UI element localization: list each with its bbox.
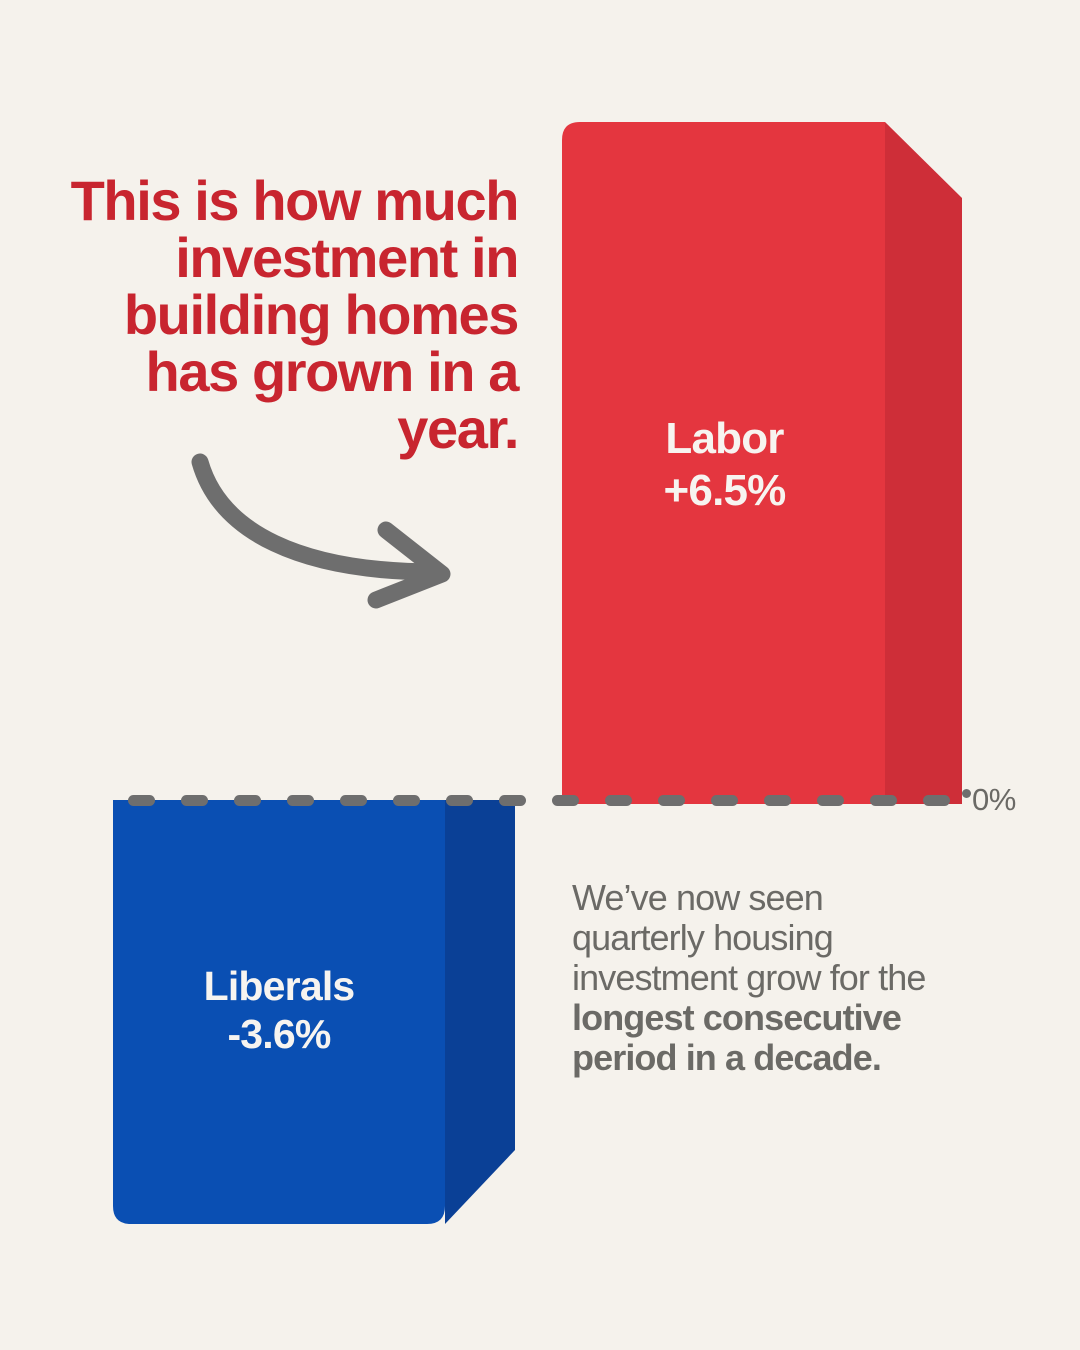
bar-liberals <box>106 794 536 1249</box>
baseline-dash <box>234 795 261 806</box>
baseline-dash <box>817 795 844 806</box>
zero-baseline-end-tick <box>962 789 971 798</box>
bar-labor-name: Labor <box>665 414 784 463</box>
bar-labor <box>556 114 976 819</box>
body-copy-regular: We’ve now seen quarterly housing investm… <box>572 877 926 998</box>
bar-liberals-name: Liberals <box>203 963 356 1009</box>
baseline-dash <box>340 795 367 806</box>
bar-liberals-value: -3.6% <box>227 1011 331 1058</box>
bar-labor-label: Labor +6.5% <box>562 413 887 517</box>
baseline-dash <box>181 795 208 806</box>
baseline-dash <box>128 795 155 806</box>
baseline-dash <box>711 795 738 806</box>
baseline-dash <box>605 795 632 806</box>
baseline-dash <box>499 795 526 806</box>
body-copy: We’ve now seen quarterly housing investm… <box>572 878 960 1078</box>
curved-arrow-icon <box>180 440 480 620</box>
bar-labor-value: +6.5% <box>663 465 787 515</box>
baseline-dash <box>287 795 314 806</box>
baseline-dash <box>870 795 897 806</box>
baseline-dash <box>393 795 420 806</box>
zero-baseline-label: 0% <box>972 782 1016 817</box>
baseline-dash <box>552 795 579 806</box>
zero-baseline <box>128 795 968 806</box>
baseline-dash <box>764 795 791 806</box>
baseline-dash <box>923 795 950 806</box>
body-copy-bold: longest consecutive period in a decade. <box>572 997 902 1078</box>
baseline-dash <box>446 795 473 806</box>
page-title: This is how much investment in building … <box>70 169 520 460</box>
baseline-dash <box>658 795 685 806</box>
bar-liberals-label: Liberals -3.6% <box>113 962 445 1059</box>
